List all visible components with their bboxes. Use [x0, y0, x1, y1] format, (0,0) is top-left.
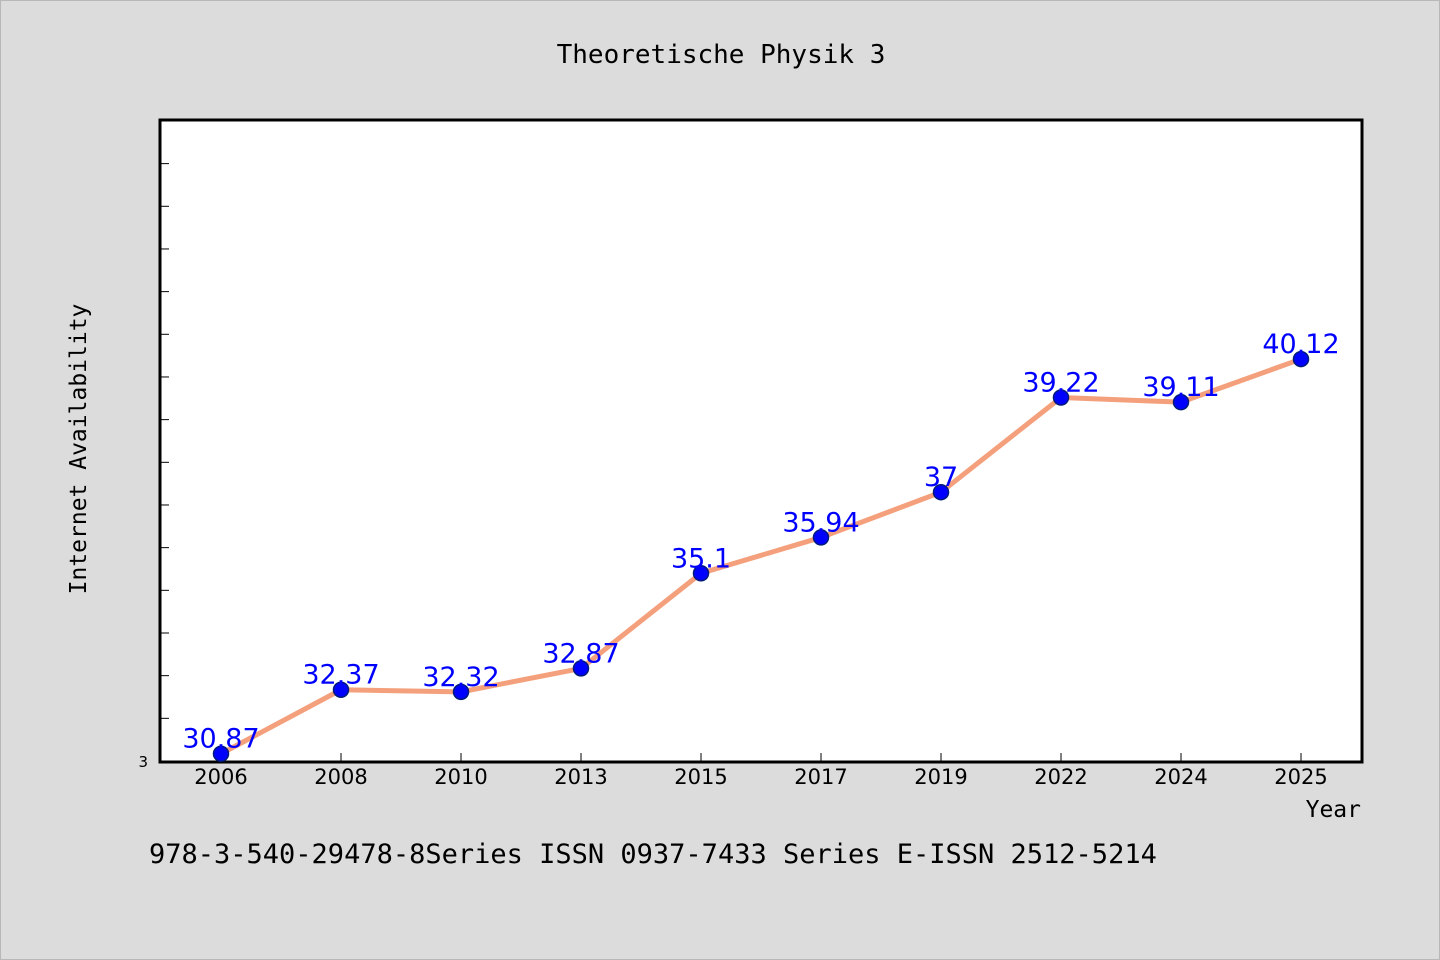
y-axis-ticks — [161, 163, 169, 762]
data-point — [212, 745, 230, 762]
series-line — [218, 356, 1304, 757]
chart-title: Theoretische Physik 3 — [557, 40, 886, 70]
data-point — [1172, 393, 1190, 411]
data-label: 37 — [924, 462, 958, 493]
data-label: 30.87 — [182, 724, 259, 755]
data-label-layer: 30.87 32.37 32.32 32.87 35.1 35.94 37 39.22 39.1… — [182, 329, 1339, 755]
data-label: 35.94 — [782, 507, 859, 538]
data-point-layer — [212, 350, 1310, 762]
data-point — [692, 565, 710, 582]
data-point — [1292, 350, 1310, 368]
data-point — [1052, 389, 1070, 406]
series-line-layer — [218, 356, 1304, 757]
x-tick-label: 2019 — [914, 765, 967, 789]
x-tick-label: 2008 — [314, 765, 367, 789]
x-tick-label: 2022 — [1034, 765, 1087, 789]
data-point — [572, 660, 590, 677]
x-tick-label: 2010 — [434, 765, 487, 789]
data-point — [452, 683, 470, 701]
data-label: 39.22 — [1022, 367, 1099, 398]
data-label: 32.32 — [422, 662, 499, 693]
x-axis-ticks: 2006 2008 2010 2013 2015 2017 2019 2022 2024 2025 — [194, 753, 1328, 789]
x-tick-label: 2024 — [1154, 765, 1207, 789]
plot-area — [158, 118, 1364, 764]
data-label: 39.11 — [1142, 372, 1219, 403]
data-label: 32.87 — [542, 638, 619, 669]
data-point — [812, 529, 830, 546]
data-label: 40.12 — [1262, 329, 1339, 360]
x-tick-label: 2006 — [194, 765, 247, 789]
x-axis-label: Year — [1306, 797, 1361, 823]
data-point — [932, 483, 950, 501]
data-point — [332, 681, 350, 698]
data-label: 32.37 — [302, 660, 379, 691]
x-tick-label: 2015 — [674, 765, 727, 789]
footer-isbn-issn: 978-3-540-29478-8Series ISSN 0937-7433 S… — [149, 839, 1157, 870]
x-tick-label: 2013 — [554, 765, 607, 789]
y-tick-label: 3 — [138, 753, 148, 771]
x-tick-label: 2025 — [1274, 765, 1327, 789]
x-tick-label: 2017 — [794, 765, 847, 789]
y-axis-label: Internet Availability — [66, 304, 92, 595]
data-label: 35.1 — [671, 543, 731, 574]
